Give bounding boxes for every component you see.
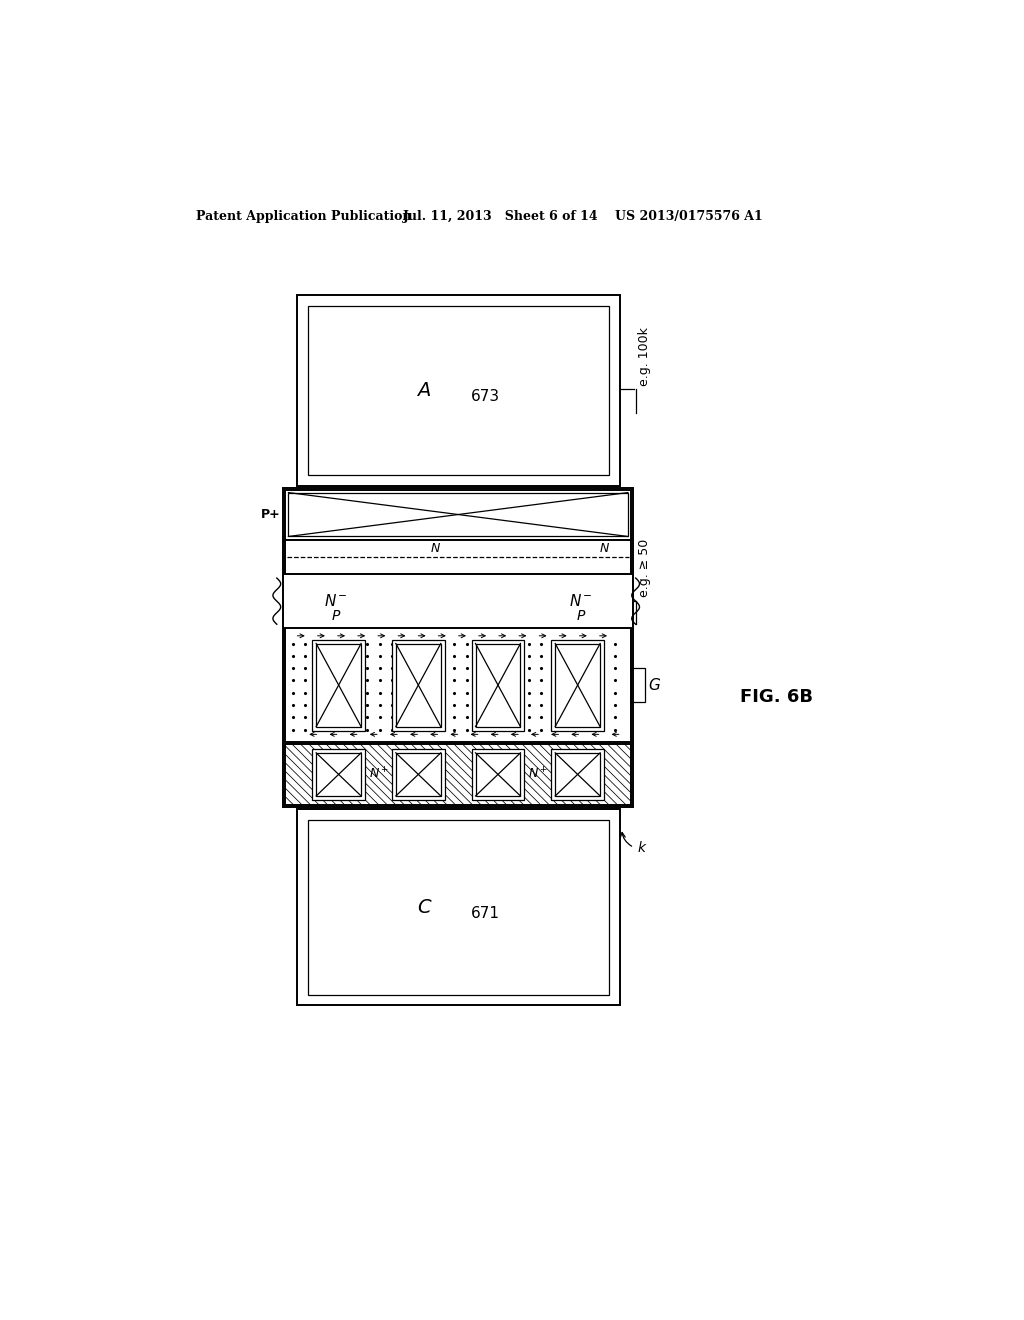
Text: N$^+$: N$^+$ — [369, 767, 388, 781]
Bar — [396, 644, 440, 726]
Text: N$^+$: N$^+$ — [528, 767, 548, 781]
Text: N$^-$: N$^-$ — [569, 593, 592, 609]
Text: P: P — [332, 609, 340, 623]
Bar — [308, 306, 609, 475]
Text: A: A — [417, 381, 430, 400]
Bar — [286, 490, 631, 540]
Bar — [392, 748, 444, 800]
Text: Patent Application Publication: Patent Application Publication — [197, 210, 412, 223]
Text: N$^-$: N$^-$ — [324, 593, 347, 609]
Bar — [286, 540, 631, 574]
Text: FIG. 6B: FIG. 6B — [740, 689, 813, 706]
Text: N: N — [599, 541, 608, 554]
Text: 671: 671 — [471, 906, 500, 921]
Text: G: G — [649, 677, 660, 693]
Bar — [472, 748, 524, 800]
Text: US 2013/0175576 A1: US 2013/0175576 A1 — [614, 210, 763, 223]
Bar — [551, 640, 604, 730]
Text: k: k — [638, 841, 646, 854]
Bar — [316, 752, 361, 796]
Text: P: P — [577, 609, 585, 623]
Text: e.g. 100k: e.g. 100k — [638, 326, 651, 385]
Text: e.g. ≥ 50: e.g. ≥ 50 — [638, 539, 651, 597]
Bar — [392, 640, 444, 730]
Text: 673: 673 — [471, 389, 501, 404]
Bar — [396, 752, 440, 796]
Bar — [316, 644, 361, 726]
Bar — [475, 644, 520, 726]
Bar — [308, 820, 609, 995]
Bar — [297, 296, 621, 486]
Bar — [312, 748, 365, 800]
Text: N: N — [430, 541, 439, 554]
Bar — [283, 488, 633, 807]
Bar — [631, 668, 645, 702]
Bar — [555, 752, 600, 796]
Bar — [555, 644, 600, 726]
Bar — [312, 640, 365, 730]
Text: Jul. 11, 2013   Sheet 6 of 14: Jul. 11, 2013 Sheet 6 of 14 — [403, 210, 599, 223]
Text: P+: P+ — [261, 508, 281, 521]
Text: C: C — [417, 898, 430, 916]
Bar — [286, 743, 631, 805]
Bar — [297, 809, 621, 1006]
Bar — [286, 628, 631, 742]
Bar — [475, 752, 520, 796]
Bar — [551, 748, 604, 800]
Bar — [289, 492, 628, 536]
Bar — [472, 640, 524, 730]
